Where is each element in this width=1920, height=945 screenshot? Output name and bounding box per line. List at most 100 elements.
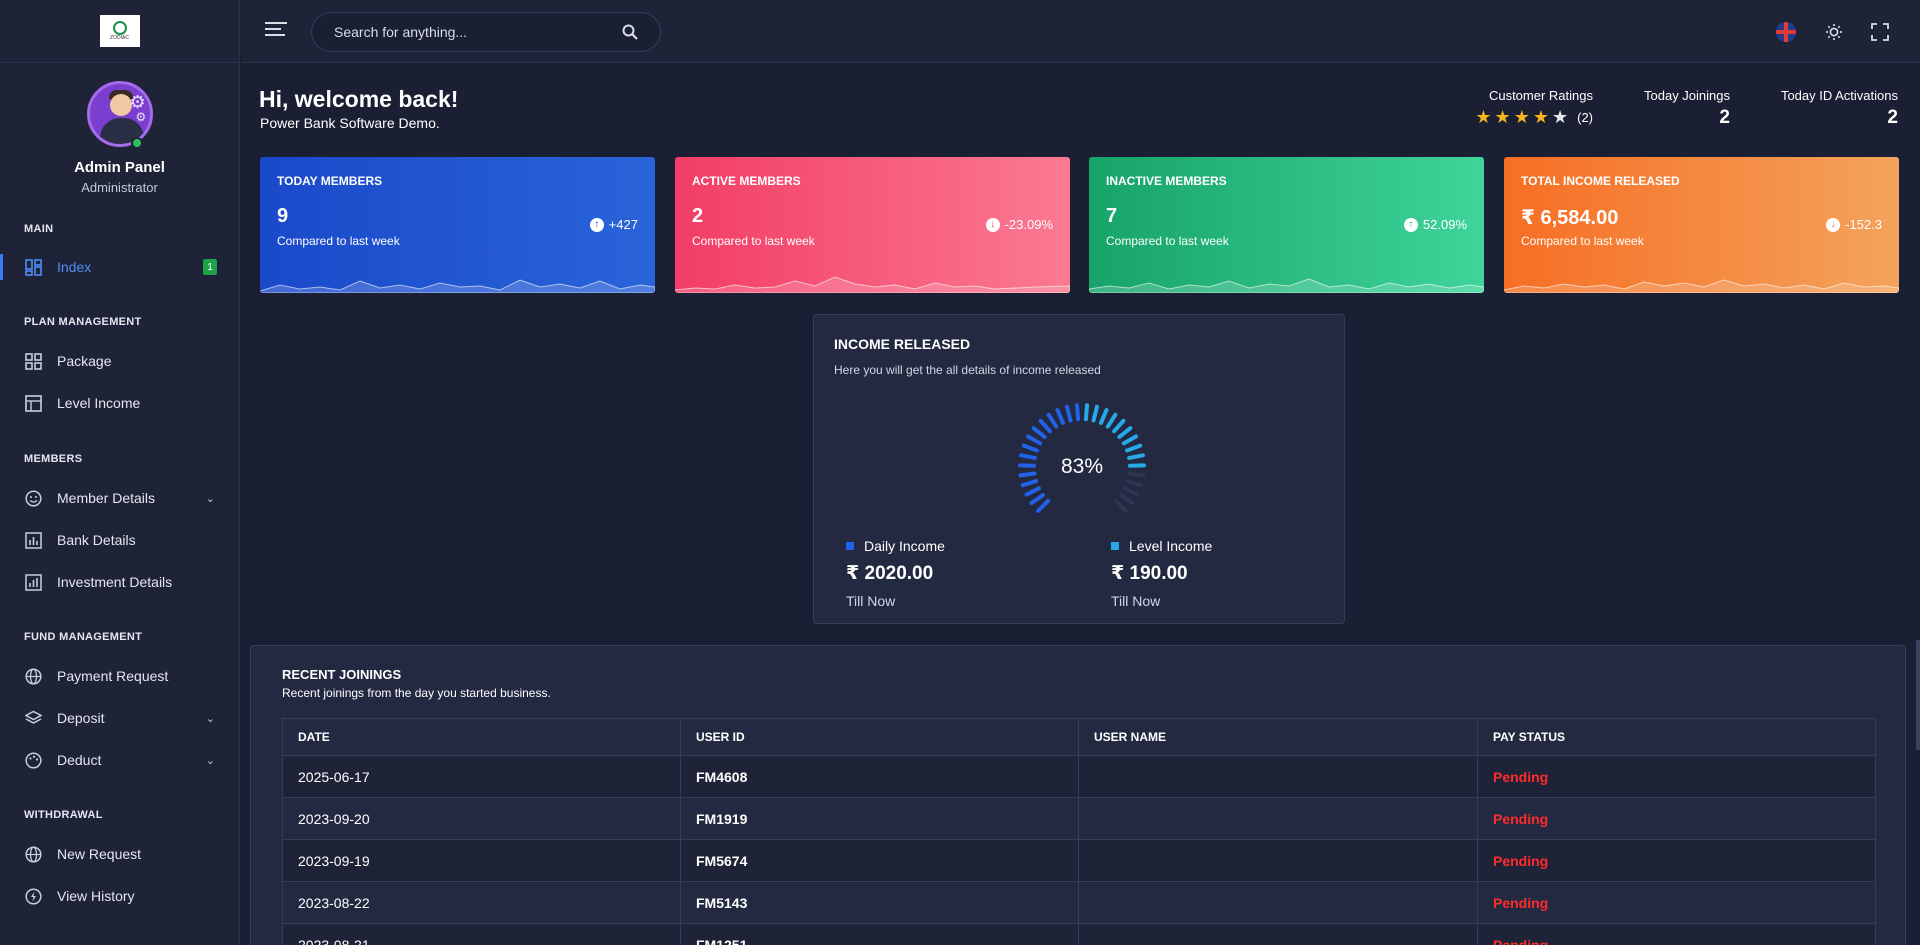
gauge-tick — [1074, 403, 1081, 422]
joinings-label: Today Joinings — [1644, 88, 1730, 103]
recent-joinings-panel: RECENT JOININGS Recent joinings from the… — [250, 645, 1906, 945]
card-change: ↑ 52.09% — [1403, 217, 1467, 232]
fullscreen-icon[interactable] — [1869, 21, 1891, 43]
avatar[interactable]: ⚙ ⚙ — [86, 81, 153, 147]
gauge-tick — [1123, 486, 1140, 497]
table-header-row: DATE USER ID USER NAME PAY STATUS — [282, 718, 1876, 756]
cell-user-name — [1078, 923, 1478, 945]
sidebar-item-payment-request[interactable]: Payment Request — [0, 659, 239, 693]
smiley-icon — [24, 489, 42, 507]
table-row[interactable]: 2023-09-19 FM5674 Pending — [282, 839, 1876, 882]
profile-name: Admin Panel — [74, 159, 165, 176]
sidebar-item-label: New Request — [57, 846, 142, 862]
table-row[interactable]: 2023-08-22 FM5143 Pending — [282, 881, 1876, 924]
card-inactive-members[interactable]: INACTIVE MEMBERS 7 Compared to last week… — [1089, 157, 1484, 293]
layers-icon — [24, 709, 42, 727]
sidebar-item-index[interactable]: Index 1 — [0, 250, 239, 284]
sidebar-item-deduct[interactable]: Deduct ⌄ — [0, 743, 239, 777]
search-input[interactable] — [334, 13, 624, 51]
menu-toggle-icon[interactable] — [265, 22, 287, 40]
sidebar-item-label: Deduct — [57, 752, 102, 768]
gauge-tick — [1038, 418, 1052, 434]
gauge-tick — [1117, 426, 1133, 439]
brand-logo[interactable]: ZODIAC — [99, 15, 140, 47]
column-header-pay-status[interactable]: PAY STATUS — [1477, 718, 1876, 756]
cell-date: 2023-08-22 — [282, 881, 681, 924]
gauge-tick — [1083, 403, 1090, 422]
card-title: ACTIVE MEMBERS — [692, 174, 801, 188]
bar-chart-icon — [24, 531, 42, 549]
legend-square-icon — [1111, 542, 1119, 550]
gauge-tick — [1020, 479, 1039, 488]
chevron-down-icon: ⌄ — [205, 492, 215, 505]
card-active-members[interactable]: ACTIVE MEMBERS 2 Compared to last week ↓… — [675, 157, 1070, 293]
theme-toggle-icon[interactable] — [1823, 21, 1845, 43]
cell-date: 2023-09-20 — [282, 797, 681, 840]
nav-section-withdrawal: WITHDRAWAL — [24, 809, 103, 821]
card-compare-text: Compared to last week — [692, 234, 815, 248]
card-value: 2 — [692, 205, 704, 227]
search-icon[interactable] — [622, 24, 638, 40]
card-value: 7 — [1106, 205, 1118, 227]
cell-user-name — [1078, 839, 1478, 882]
sidebar-item-label: Bank Details — [57, 532, 136, 548]
gauge-tick — [1125, 479, 1144, 488]
table-row[interactable]: 2023-08-21 FM1251 Pending — [282, 923, 1876, 945]
panel-title: INCOME RELEASED — [834, 336, 971, 352]
gauge-tick — [1046, 412, 1059, 429]
star-icon: ★ — [1532, 107, 1549, 127]
gauge-tick — [1105, 412, 1118, 429]
sparkline-chart — [1089, 278, 1484, 293]
card-today-members[interactable]: TODAY MEMBERS 9 Compared to last week ↑ +… — [260, 157, 655, 293]
star-icon: ★ — [1513, 107, 1530, 127]
gauge-tick — [1026, 434, 1043, 446]
cell-user-name — [1078, 881, 1478, 924]
card-change: ↓ -23.09% — [985, 217, 1053, 232]
gauge-tick — [1127, 453, 1145, 460]
gauge-tick — [1113, 498, 1128, 513]
panel-subtitle: Here you will get the all details of inc… — [834, 363, 1101, 377]
sidebar-item-investment-details[interactable]: Investment Details — [0, 565, 239, 599]
bar-chart-icon — [24, 573, 42, 591]
cell-user-name — [1078, 755, 1478, 798]
arrow-up-icon: ↑ — [589, 217, 604, 232]
sidebar-item-view-history[interactable]: View History — [0, 879, 239, 913]
daily-income-legend: Daily Income ₹ 2020.00 Till Now — [846, 538, 945, 609]
gauge-tick — [1125, 443, 1143, 453]
gauge-tick — [1121, 434, 1138, 446]
table-icon — [24, 394, 42, 412]
sidebar-item-bank-details[interactable]: Bank Details — [0, 523, 239, 557]
table-row[interactable]: 2025-06-17 FM4608 Pending — [282, 755, 1876, 798]
card-total-income-released[interactable]: TOTAL INCOME RELEASED ₹ 6,584.00 Compare… — [1504, 157, 1899, 293]
card-title: INACTIVE MEMBERS — [1106, 174, 1227, 188]
cell-pay-status: Pending — [1477, 881, 1876, 924]
arrow-down-icon: ↓ — [1826, 217, 1841, 232]
panel-title: RECENT JOININGS — [282, 667, 402, 682]
chevron-down-icon: ⌄ — [205, 712, 215, 725]
search-box — [311, 12, 661, 52]
column-header-date[interactable]: DATE — [282, 718, 681, 756]
legend-square-icon — [846, 542, 854, 550]
column-header-user-name[interactable]: USER NAME — [1078, 718, 1478, 756]
sidebar-item-label: Payment Request — [57, 668, 169, 684]
sidebar-item-label: Investment Details — [57, 574, 173, 590]
column-header-user-id[interactable]: USER ID — [680, 718, 1079, 756]
sidebar-item-package[interactable]: Package — [0, 344, 239, 378]
table-row[interactable]: 2023-09-20 FM1919 Pending — [282, 797, 1876, 840]
sidebar-item-member-details[interactable]: Member Details ⌄ — [0, 481, 239, 515]
sidebar-item-label: Index — [57, 259, 92, 275]
star-icon: ★ — [1475, 107, 1492, 127]
page-scrollbar[interactable] — [1916, 640, 1920, 750]
sidebar-item-deposit[interactable]: Deposit ⌄ — [0, 701, 239, 735]
card-value: ₹ 6,584.00 — [1521, 207, 1619, 229]
globe-icon — [24, 845, 42, 863]
sidebar-item-label: Level Income — [57, 395, 141, 411]
profile-role: Administrator — [81, 180, 158, 195]
sidebar-item-label: Package — [57, 353, 112, 369]
nav-section-plan: PLAN MANAGEMENT — [24, 316, 142, 328]
sidebar-item-new-request[interactable]: New Request — [0, 837, 239, 871]
cell-date: 2025-06-17 — [282, 755, 681, 798]
sidebar-item-level-income[interactable]: Level Income — [0, 386, 239, 420]
language-flag-icon[interactable] — [1775, 21, 1797, 43]
sparkline-chart — [1504, 279, 1899, 293]
